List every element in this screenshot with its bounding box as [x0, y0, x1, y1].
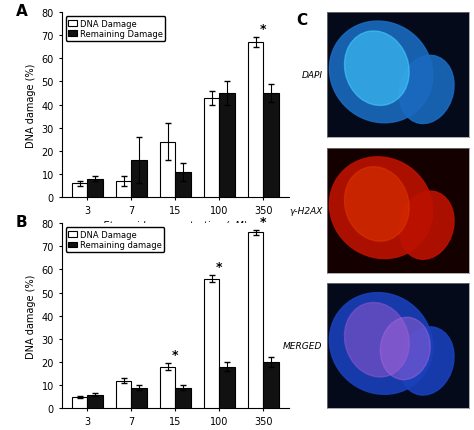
Ellipse shape [345, 32, 409, 106]
Legend: DNA Damage, Remaining damage: DNA Damage, Remaining damage [66, 228, 164, 252]
Ellipse shape [399, 327, 454, 395]
Ellipse shape [399, 56, 454, 124]
Bar [160, 142, 175, 198]
Bar [72, 397, 87, 408]
Bar [175, 172, 191, 198]
Text: B: B [16, 214, 28, 229]
Ellipse shape [380, 317, 430, 380]
Bar [131, 161, 147, 198]
Bar [116, 181, 131, 198]
Ellipse shape [345, 303, 409, 377]
Bar [87, 395, 103, 408]
Text: MERGED: MERGED [283, 342, 322, 350]
X-axis label: Etoposide concentration (μM): Etoposide concentration (μM) [103, 221, 247, 231]
Text: γ-H2AX: γ-H2AX [289, 206, 322, 215]
Bar [175, 388, 191, 408]
Bar [131, 388, 147, 408]
Legend: DNA Damage, Remaining Damage: DNA Damage, Remaining Damage [66, 17, 165, 42]
Bar [87, 179, 103, 198]
Bar [248, 233, 264, 408]
Bar [160, 367, 175, 408]
Ellipse shape [329, 293, 433, 394]
Bar [248, 43, 264, 198]
Ellipse shape [345, 167, 409, 242]
Bar [264, 94, 279, 198]
Text: *: * [260, 23, 267, 36]
Text: *: * [172, 348, 179, 361]
Bar [264, 362, 279, 408]
Text: *: * [216, 260, 223, 273]
Ellipse shape [329, 157, 433, 259]
Bar [219, 367, 235, 408]
Bar [219, 94, 235, 198]
Bar [204, 98, 219, 198]
Text: DAPI: DAPI [301, 71, 322, 80]
Text: A: A [16, 3, 28, 18]
Bar [116, 381, 131, 408]
Ellipse shape [329, 22, 433, 123]
Ellipse shape [399, 192, 454, 260]
Text: *: * [260, 215, 267, 228]
Y-axis label: DNA damage (%): DNA damage (%) [26, 63, 36, 147]
Text: C: C [296, 13, 307, 28]
Bar [72, 184, 87, 198]
Bar [204, 279, 219, 408]
Y-axis label: DNA damage (%): DNA damage (%) [26, 274, 36, 358]
